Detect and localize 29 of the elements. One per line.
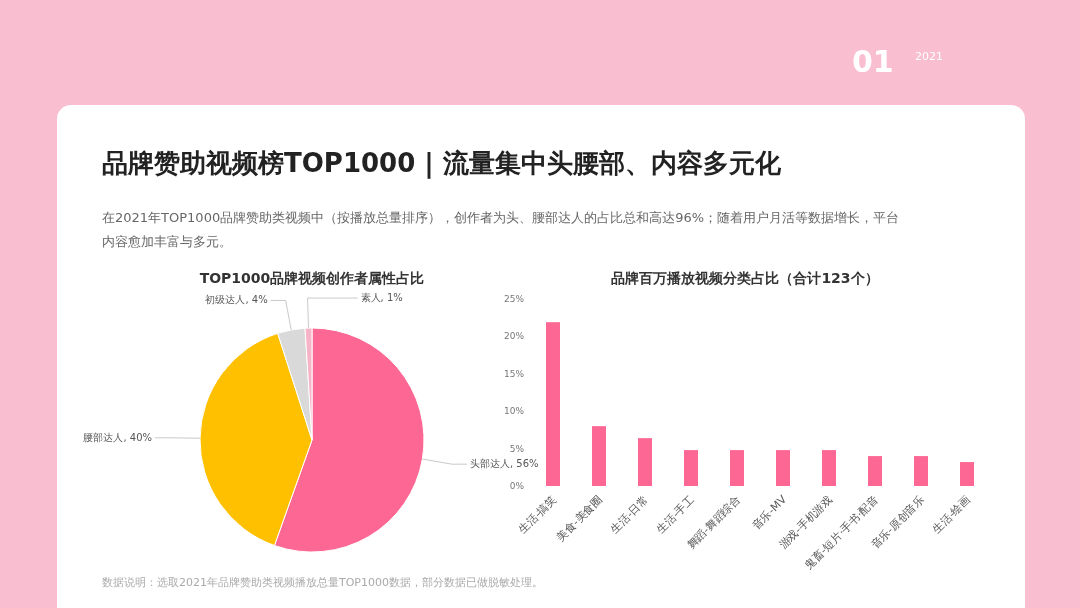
text: 数据说明：选取2021年品牌赞助类视频播放总量TOP1000数据，部分数据已做脱敏处理。 <box>102 576 543 589</box>
x-tick-label: 生活-绘画 <box>930 492 974 537</box>
y-tick-label: 0% <box>509 481 525 491</box>
bar <box>684 450 698 486</box>
bar <box>592 426 606 486</box>
bar <box>776 450 790 486</box>
text: 在2021年TOP1000品牌赞助类视频中（按播放总量排序），创作者为头、腰部达人的占比总和高达96%；随着用户月活等数据增长，平台内容愈加丰富与多元。 <box>102 210 900 249</box>
bar <box>868 456 882 486</box>
slice-label: 头部达人, 56% <box>469 458 539 470</box>
text: 2021 <box>915 50 943 63</box>
slice-label: 腰部达人, 40% <box>83 431 153 443</box>
bar <box>638 438 652 486</box>
text: 01 <box>852 44 894 79</box>
bar <box>730 450 744 486</box>
y-tick-label: 20% <box>503 331 525 342</box>
bar <box>960 462 974 486</box>
bar <box>822 450 836 486</box>
chart-title: TOP1000品牌视频创作者属性占比 <box>199 270 425 286</box>
slice-label: 素人, 1% <box>360 292 403 304</box>
x-tick-label: 生活-日常 <box>608 492 652 537</box>
chart-title: 品牌百万播放视频分类占比（合计123个） <box>611 270 879 286</box>
slice-label: 初级达人, 4% <box>205 294 268 306</box>
text: 品牌赞助视频榜TOP1000 | 流量集中头腰部、内容多元化 <box>102 148 782 179</box>
y-tick-label: 25% <box>503 294 525 304</box>
bar <box>546 322 560 486</box>
y-tick-label: 15% <box>503 368 525 379</box>
bar <box>914 456 928 486</box>
y-tick-label: 10% <box>503 406 525 417</box>
y-tick-label: 5% <box>509 443 525 454</box>
